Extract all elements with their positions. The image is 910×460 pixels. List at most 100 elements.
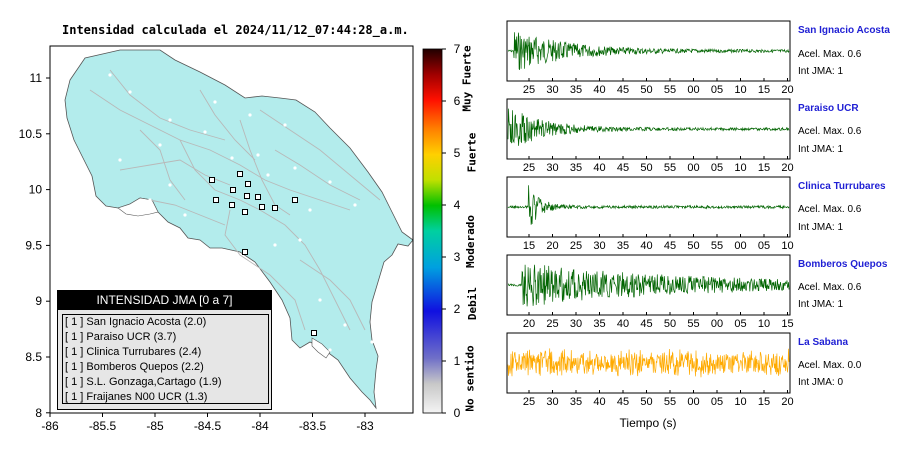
waveform-tick-label: 55 [664, 396, 676, 408]
waveform-tick-label: 05 [711, 396, 723, 408]
station-marker [209, 177, 215, 183]
city-point [328, 180, 332, 184]
station-marker [244, 193, 250, 199]
waveform-tick-label: 25 [523, 162, 535, 174]
map-y-tick-label: 10 [29, 183, 43, 197]
road [149, 199, 226, 226]
map-y-axis: 11 10.5 10 9.5 9 8.5 8 [19, 71, 50, 420]
waveform-tick-label: 05 [758, 240, 770, 252]
waveform-panel: 15 20 25 30 35 40 45 50 55 00 05 10 [506, 176, 794, 252]
waveform-tick-label: 35 [617, 240, 629, 252]
waveform-trace [507, 32, 790, 71]
city-point [118, 158, 122, 162]
station-marker [292, 197, 298, 203]
city-point [266, 173, 270, 177]
waveform-tick-label: 05 [734, 318, 746, 330]
waveform-trace [507, 348, 790, 378]
city-point [293, 166, 297, 170]
station-marker [311, 330, 317, 336]
waveform-tick-label: 10 [734, 396, 746, 408]
city-point [283, 123, 287, 127]
waveform-tick-label: 30 [570, 318, 582, 330]
map-x-tick-label: -83.5 [299, 419, 327, 433]
city-point [168, 183, 172, 187]
waveform-tick-label: 45 [617, 84, 629, 96]
waveform-tick-label: 10 [758, 318, 770, 330]
city-point [256, 153, 260, 157]
waveform-trace [507, 264, 790, 307]
waveform-tick-label: 20 [523, 318, 535, 330]
map-x-tick-label: -85 [146, 419, 164, 433]
station-name: Paraiso UCR [798, 103, 859, 114]
waveform-panels: 25 30 35 40 45 50 55 00 05 10 15 20 25 30 35 40 45 50 55 00… [506, 20, 794, 408]
waveform-tick-label: 20 [781, 162, 793, 174]
waveform-tick-label: 35 [593, 318, 605, 330]
waveform-tick-label: 25 [570, 240, 582, 252]
legend-title: INTENSIDAD JMA [0 a 7] [58, 291, 271, 310]
osa-gulf [311, 337, 331, 359]
waveform-tick-label: 55 [711, 240, 723, 252]
map-frame [49, 45, 414, 414]
station-acel: Acel. Max. 0.6 [798, 126, 862, 137]
waveform-tick-label: 40 [617, 318, 629, 330]
city-point [273, 243, 277, 247]
colorbar-tick-label: 0 [454, 406, 461, 420]
waveform-tick-label: 50 [640, 396, 652, 408]
waveform-tick-label: 15 [781, 318, 793, 330]
waveform-tick-label: 35 [570, 162, 582, 174]
station-jma: Int JMA: 1 [798, 144, 844, 155]
waveform-tick-label: 20 [546, 240, 558, 252]
waveform-tick-label: 00 [711, 318, 723, 330]
legend-item: [ 1 ] Fraijanes N00 UCR (1.3) [65, 391, 208, 403]
waveform-tick-label: 25 [523, 396, 535, 408]
station-jma: Int JMA: 1 [798, 222, 844, 233]
nicoya-tip [117, 197, 159, 217]
station-acel: Acel. Max. 0.6 [798, 204, 862, 215]
city-point [128, 90, 132, 94]
waveform-tick-label: 30 [593, 240, 605, 252]
colorbar-label-fuerte: Fuerte [465, 132, 479, 173]
waveform-panel: 25 30 35 40 45 50 55 00 05 10 15 20 [506, 20, 794, 96]
road [199, 89, 256, 161]
colorbar-tick-label: 7 [454, 42, 461, 56]
waveform-tick-label: 30 [546, 84, 558, 96]
city-point [353, 203, 357, 207]
waveform-tick-label: 05 [711, 162, 723, 174]
waveform-tick-label: 45 [664, 240, 676, 252]
waveform-tick-label: 40 [640, 240, 652, 252]
map-x-tick-label: -86 [41, 419, 59, 433]
waveform-panel: 25 30 35 40 45 50 55 00 05 10 15 20 [506, 332, 794, 408]
colorbar-label-debil: Debil [466, 286, 480, 321]
colorbar-ticks: 7 6 5 4 3 2 1 0 [442, 42, 461, 420]
city-point [298, 238, 302, 242]
colorbar-tick-label: 4 [454, 198, 461, 212]
map-x-tick-label: -85.5 [89, 419, 117, 433]
waveform-tick-label: 55 [664, 162, 676, 174]
legend-item: [ 1 ] San Ignacio Acosta (2.0) [65, 316, 207, 328]
road [274, 149, 361, 201]
road [224, 209, 306, 331]
waveform-tick-label: 30 [546, 162, 558, 174]
station-marker [272, 205, 278, 211]
map-title: Intensidad calculada el 2024/11/12_07:44… [62, 23, 409, 37]
waveform-tick-label: 50 [640, 162, 652, 174]
map-x-tick-label: -83 [356, 419, 374, 433]
waveform-tick-label: 50 [640, 84, 652, 96]
waveform-tick-label: 35 [570, 84, 582, 96]
waveform-trace [507, 108, 790, 146]
station-marker [229, 202, 235, 208]
station-name: San Ignacio Acosta [798, 25, 890, 36]
city-point [108, 73, 112, 77]
city-point [370, 340, 374, 344]
waveform-tick-label: 55 [687, 318, 699, 330]
colorbar-tick-label: 6 [454, 94, 461, 108]
waveform-tick-label: 15 [523, 240, 535, 252]
waveform-tick-label: 50 [664, 318, 676, 330]
map-x-tick-label: -84.5 [194, 419, 222, 433]
colorbar-tick-label: 1 [454, 354, 461, 368]
legend-list: [ 1 ] San Ignacio Acosta (2.0) [ 1 ] Par… [62, 314, 269, 404]
city-point [318, 298, 322, 302]
colorbar-tick-label: 3 [454, 250, 461, 264]
city-point [248, 113, 252, 117]
colorbar-tick-label: 5 [454, 146, 461, 160]
